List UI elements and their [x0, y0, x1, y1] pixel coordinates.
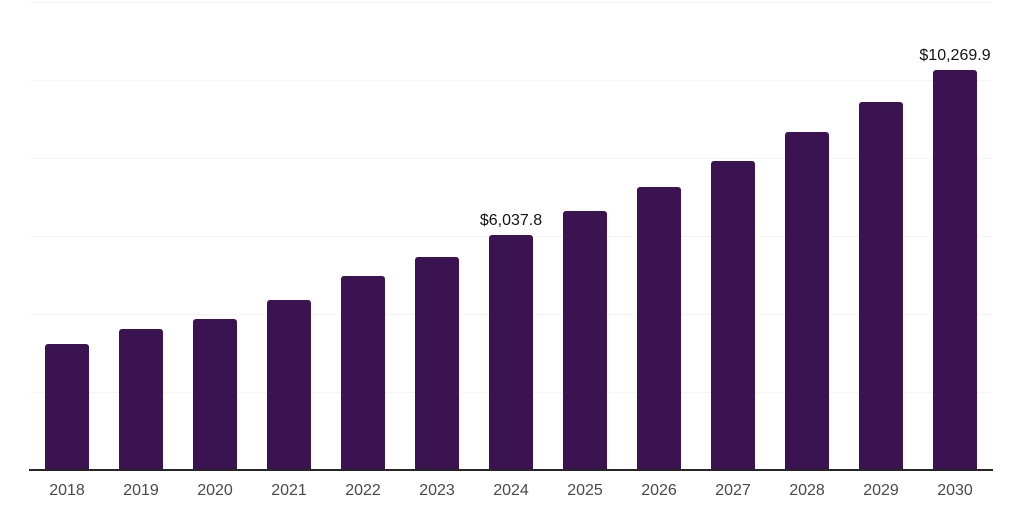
- bar-2023[interactable]: [415, 256, 459, 470]
- bar-2027[interactable]: [711, 160, 755, 470]
- bar-2019[interactable]: [119, 329, 163, 470]
- x-tick-label-2029: 2029: [863, 482, 899, 499]
- x-tick-label-2019: 2019: [123, 482, 159, 499]
- bar-value-label-2030: $10,269.9: [919, 46, 991, 64]
- bar-2018[interactable]: [45, 344, 89, 470]
- bar-2021[interactable]: [267, 300, 311, 470]
- gridline-8000: [30, 158, 992, 159]
- x-tick-label-2026: 2026: [641, 482, 677, 499]
- bar-2026[interactable]: [637, 187, 681, 470]
- x-tick-label-2021: 2021: [271, 482, 307, 499]
- x-tick-label-2018: 2018: [49, 482, 85, 499]
- bar-2029[interactable]: [859, 101, 903, 470]
- x-tick-label-2028: 2028: [789, 482, 825, 499]
- x-axis-line: [29, 469, 993, 471]
- bar-2028[interactable]: [785, 131, 829, 470]
- gridline-12000: [30, 2, 992, 3]
- bar-2022[interactable]: [341, 276, 385, 470]
- x-tick-label-2023: 2023: [419, 482, 455, 499]
- bar-2024[interactable]: [489, 234, 533, 470]
- x-tick-label-2020: 2020: [197, 482, 233, 499]
- gridline-10000: [30, 80, 992, 81]
- bar-2020[interactable]: [193, 319, 237, 470]
- x-tick-label-2030: 2030: [937, 482, 973, 499]
- bar-value-label-2024: $6,037.8: [479, 211, 543, 229]
- x-tick-label-2027: 2027: [715, 482, 751, 499]
- x-tick-label-2024: 2024: [493, 482, 529, 499]
- x-tick-label-2022: 2022: [345, 482, 381, 499]
- bar-2025[interactable]: [563, 210, 607, 470]
- x-tick-label-2025: 2025: [567, 482, 603, 499]
- bar-2030[interactable]: [933, 69, 977, 470]
